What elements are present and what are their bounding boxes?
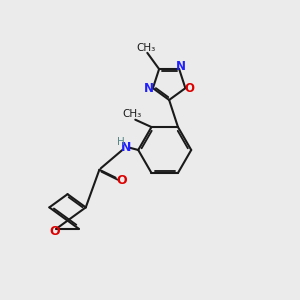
Text: N: N <box>121 141 131 154</box>
Text: O: O <box>184 82 194 95</box>
Text: CH₃: CH₃ <box>136 43 155 52</box>
Text: O: O <box>49 225 60 238</box>
Text: CH₃: CH₃ <box>123 110 142 119</box>
Text: N: N <box>176 60 186 73</box>
Text: H: H <box>117 137 124 147</box>
Text: O: O <box>116 174 127 187</box>
Text: N: N <box>144 82 154 95</box>
